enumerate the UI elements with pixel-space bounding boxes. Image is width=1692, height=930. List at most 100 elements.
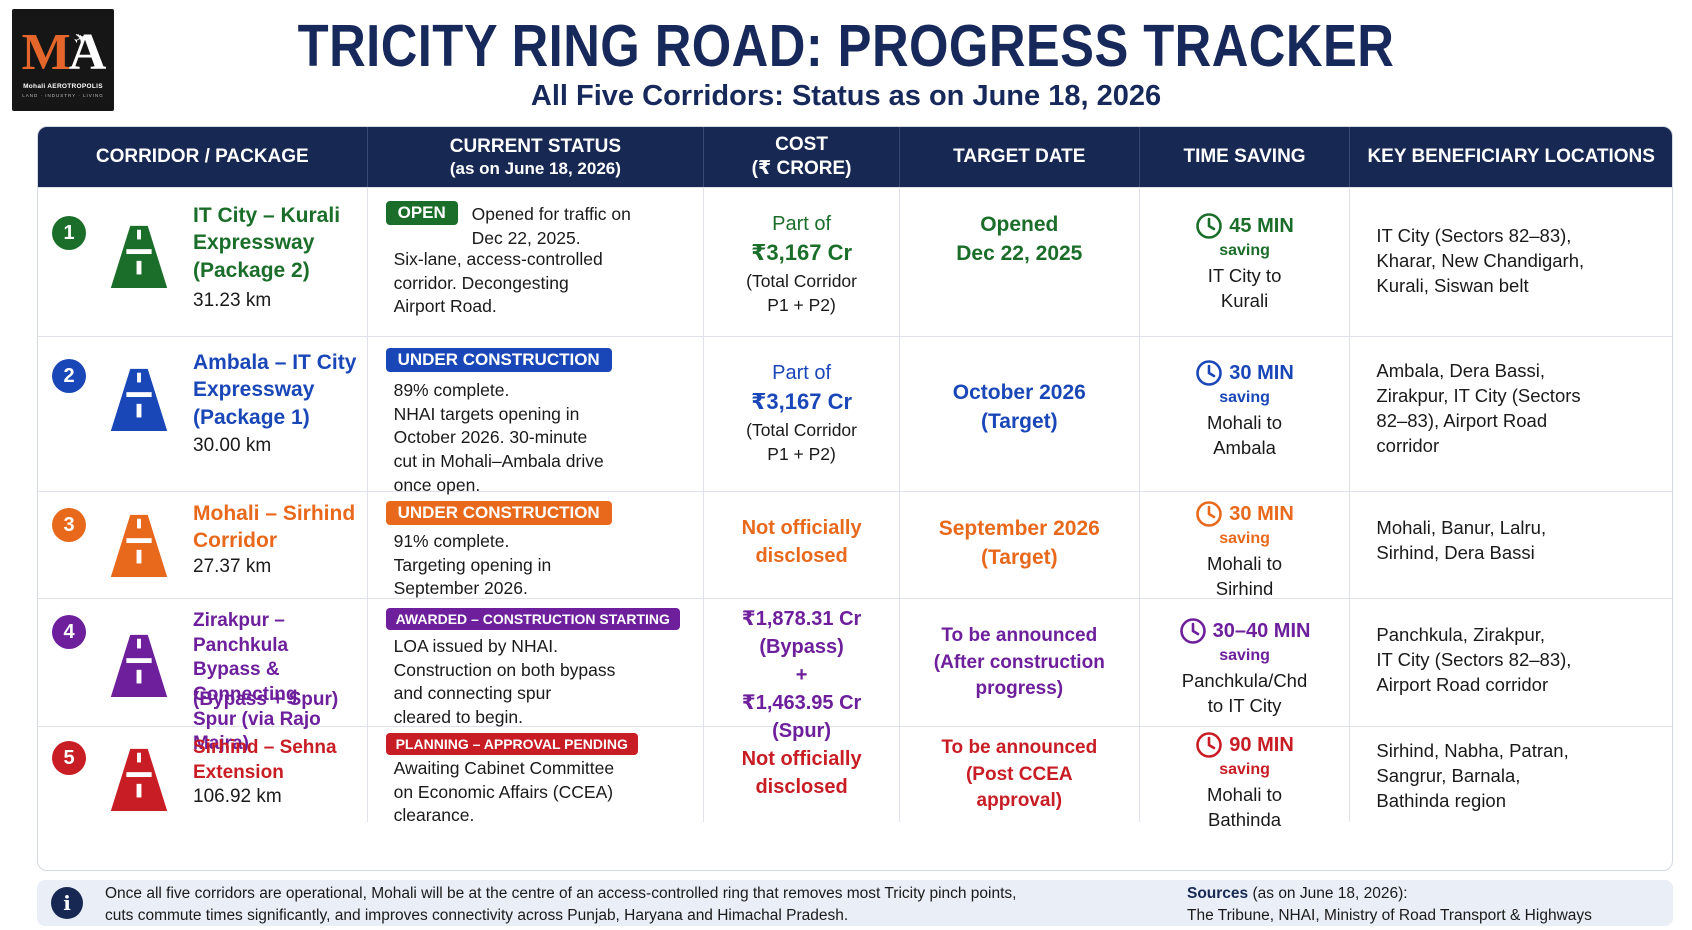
text-line: Kurali, Siswan belt — [1376, 274, 1529, 296]
target-cell: To be announced (Post CCEA approval) — [900, 727, 1140, 822]
text-line: Expressway — [193, 378, 315, 402]
target-date: To be announced (After construction progre… — [900, 623, 1139, 703]
clock-icon — [1196, 501, 1223, 527]
status-text: 91% complete. Targeting opening in Septemb… — [394, 530, 696, 601]
beneficiary-locations: Sirhind, Nabha, Patran, Sangrur, Barnala,… — [1376, 739, 1658, 814]
cost-line: ₹3,167 Cr — [751, 389, 853, 414]
corridor-name: Sirhind – Sehna Extension — [193, 736, 337, 785]
corridor-length: 106.92 km — [193, 786, 282, 807]
saving-headline: 45 MIN — [1140, 212, 1350, 240]
saving-minutes: 45 MIN — [1229, 214, 1294, 237]
status-cell: PLANNING – APPROVAL PENDING Awaiting Cabi… — [368, 727, 705, 825]
text-line: once open. — [393, 474, 481, 495]
corridor-scope: (Bypass + Spur) — [193, 689, 339, 710]
beneficiary-cell: Mohali, Banur, Lalru, Sirhind, Dera Bassi — [1350, 492, 1672, 598]
text-line: IT City (Sectors 82–83), — [1376, 225, 1572, 246]
cost-value: Not officially disclosed — [704, 745, 899, 801]
text-line: progress) — [975, 678, 1064, 700]
target-cell: October 2026 (Target) — [900, 337, 1140, 491]
header-cost: COST (₹ CRORE) — [704, 127, 900, 187]
text-line: Airport Road. — [393, 296, 497, 317]
logo-tagline: LAND · INDUSTRY · LIVING — [22, 93, 104, 98]
header-beneficiary: KEY BENEFICIARY LOCATIONS — [1367, 146, 1655, 168]
text-line: IT City – Kurali — [193, 204, 341, 227]
status-badge: OPEN — [385, 201, 458, 225]
text-line: IT City to — [1207, 265, 1282, 286]
cost-line: ₹1,878.31 Cr — [741, 608, 862, 630]
text-line: Ambala – IT City — [193, 351, 357, 374]
logo-name: Mohali AEROTROPOLIS — [23, 83, 103, 90]
brand-logo: MA ✈ Mohali AEROTROPOLIS LAND · INDUSTRY… — [12, 9, 114, 111]
corridor-number-badge: 4 — [52, 615, 86, 649]
info-footer: i Once all five corridors are operationa… — [37, 880, 1673, 926]
target-cell: To be announced (After construction progre… — [900, 599, 1140, 726]
road-icon — [110, 225, 168, 289]
cost-value: Part of ₹3,167 Cr (Total Corridor P1 + P2) — [704, 359, 899, 467]
text-line: LOA issued by NHAI. — [393, 636, 558, 656]
saving-label: saving — [1219, 530, 1270, 547]
text-line: Construction on both bypass — [393, 659, 616, 680]
saving-cell: 90 MIN saving Mohali to Bathinda — [1140, 727, 1351, 830]
cost-value: Part of ₹3,167 Cr (Total Corridor P1 + P2) — [704, 210, 899, 318]
text-line: Mohali to — [1206, 412, 1283, 433]
text-line: Opened for traffic on — [471, 204, 631, 224]
clock-icon — [1196, 360, 1223, 386]
corridor-number-badge: 1 — [52, 216, 86, 250]
cost-line: disclosed — [755, 776, 848, 798]
header-target: TARGET DATE — [900, 127, 1140, 187]
progress-table: CORRIDOR / PACKAGE CURRENT STATUS (as on … — [37, 126, 1673, 871]
cost-line: Not officially — [741, 748, 862, 770]
target-date: September 2026 (Target) — [900, 514, 1139, 573]
text-line: to IT City — [1207, 694, 1282, 716]
text-line: approval) — [976, 790, 1063, 812]
cost-cell: Not officially disclosed — [704, 492, 900, 598]
cost-line: disclosed — [755, 545, 848, 567]
corridor-name: Zirakpur – Panchkula Bypass & Connecting S… — [193, 609, 367, 757]
cost-line: + — [795, 664, 808, 686]
corridor-name: Mohali – Sirhind Corridor — [193, 500, 355, 555]
header-status: CURRENT STATUS (as on June 18, 2026) — [368, 127, 705, 187]
target-date: October 2026 (Target) — [900, 378, 1139, 437]
text-line: Kurali — [1220, 289, 1269, 311]
time-saving: 90 MIN saving Mohali to Bathinda — [1140, 731, 1350, 833]
saving-route: Mohali to Sirhind — [1140, 552, 1350, 602]
cost-line: Part of — [772, 213, 832, 235]
sources-text: Sources (as on June 18, 2026): The Tribu… — [1187, 885, 1592, 924]
text-line: Zirakpur – Panchkula — [193, 610, 289, 656]
cost-line: Part of — [772, 362, 832, 384]
target-date: To be announced (Post CCEA approval) — [900, 735, 1139, 815]
beneficiary-locations: Ambala, Dera Bassi, Zirakpur, IT City (Se… — [1376, 359, 1658, 459]
corridor-length: 31.23 km — [193, 290, 272, 311]
text-line: Spur (via Rajo Majra) — [193, 708, 321, 755]
text-line: Dec 22, 2025 — [956, 242, 1083, 266]
cost-line: Not officially — [741, 517, 862, 539]
beneficiary-locations: IT City (Sectors 82–83), Kharar, New Chan… — [1376, 224, 1658, 299]
text-line: Sirhind – Sehna — [193, 737, 337, 758]
status-cell: OPEN Opened for traffic on Dec 22, 2025. Si… — [368, 188, 705, 336]
road-icon — [110, 368, 168, 432]
cost-line: ₹3,167 Cr — [751, 240, 853, 265]
text-line: October 2026. 30-minute — [393, 427, 588, 448]
header-saving: TIME SAVING — [1140, 127, 1351, 187]
saving-cell: 30–40 MIN saving Panchkula/Chd to IT City — [1140, 599, 1351, 726]
text-line: Mohali to — [1206, 784, 1283, 805]
text-line: Corridor — [193, 529, 277, 553]
time-saving: 30–40 MIN saving Panchkula/Chd to IT City — [1140, 617, 1350, 719]
corridor-length: 27.37 km — [193, 556, 272, 577]
saving-route: IT City to Kurali — [1140, 264, 1350, 314]
table-row: 1 IT City – Kurali Expressway (Package 2) 31… — [38, 187, 1672, 336]
cost-line: (Spur) — [772, 720, 832, 742]
text-line: October 2026 — [952, 381, 1086, 404]
saving-minutes: 30 MIN — [1229, 361, 1294, 384]
text-line: Expressway — [193, 231, 315, 255]
footer-note: Once all five corridors are operational,… — [105, 885, 1017, 924]
text-line: cleared to begin. — [393, 706, 523, 727]
cost-line: ₹1,463.95 Cr — [741, 692, 862, 714]
saving-route: Mohali to Ambala — [1140, 411, 1350, 461]
clock-icon — [1196, 732, 1223, 758]
text-line: Awaiting Cabinet Committee — [393, 758, 615, 778]
corridor-cell: 4 Zirakpur – Panchkula Bypass & Connecting… — [38, 599, 368, 754]
road-icon — [110, 514, 168, 578]
saving-headline: 90 MIN — [1140, 731, 1350, 759]
beneficiary-cell: Panchkula, Zirakpur, IT City (Sectors 82–… — [1350, 599, 1672, 726]
